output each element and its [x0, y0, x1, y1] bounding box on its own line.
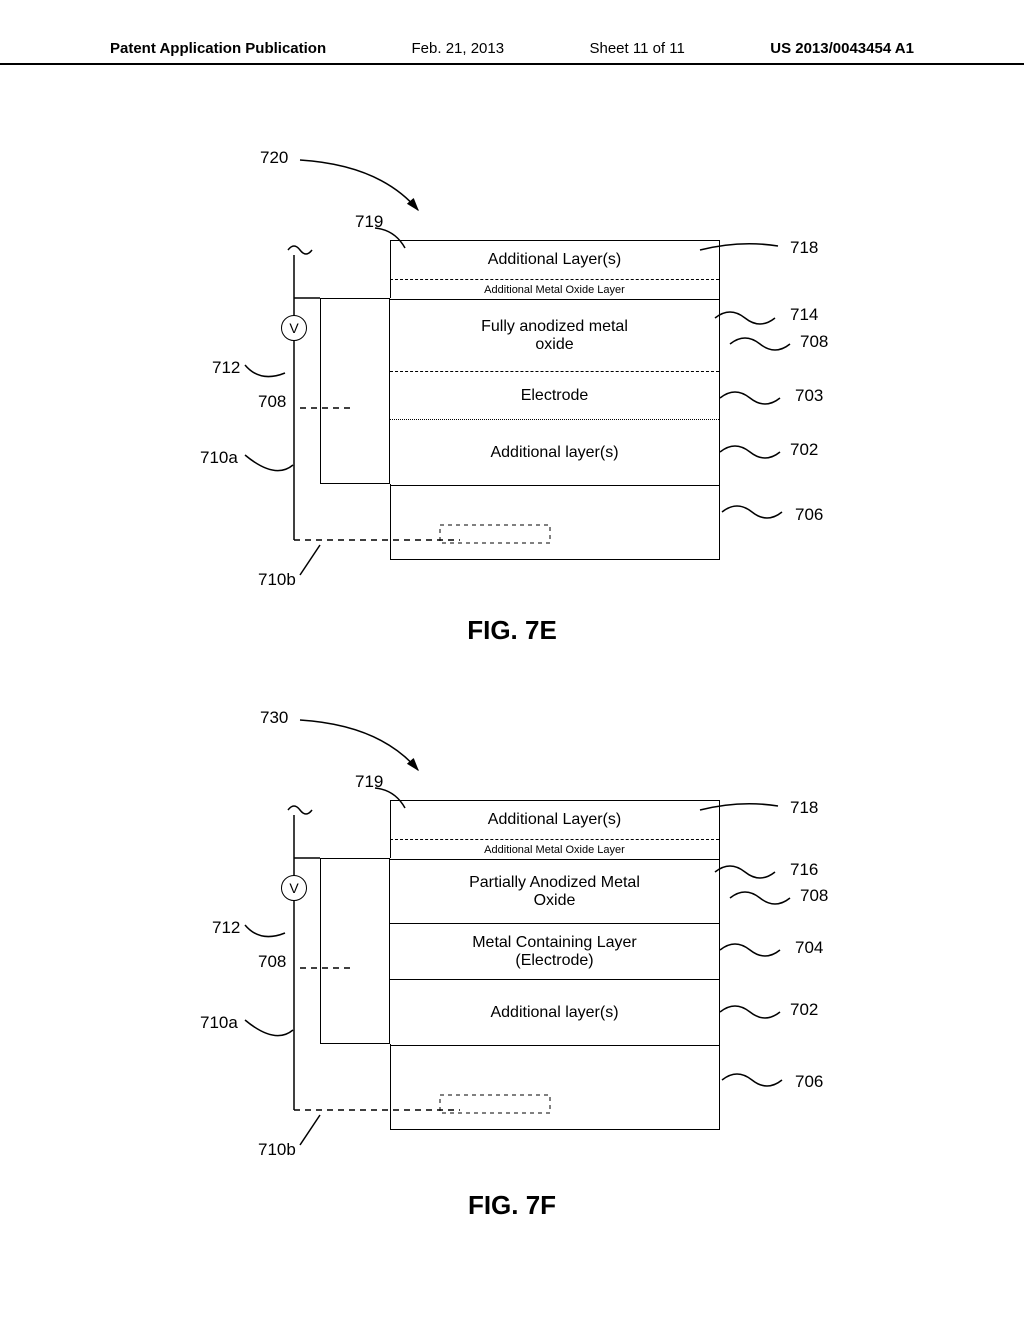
ref-702: 702: [790, 1000, 818, 1020]
fig7f-left-narrow: [320, 858, 390, 1044]
fig7e-left-narrow: [320, 298, 390, 484]
ref-710a: 710a: [200, 448, 238, 468]
layer-additional-bottom: Additional layer(s): [390, 979, 719, 1045]
layer-label: Additional Layer(s): [488, 811, 621, 829]
layer-additional-bottom: Additional layer(s): [390, 419, 719, 485]
sheet-number: Sheet 11 of 11: [589, 40, 684, 57]
layer-label: Partially Anodized Metal Oxide: [469, 874, 640, 910]
ref-704: 704: [795, 938, 823, 958]
layer-label: Additional layer(s): [490, 1004, 618, 1022]
patent-header: Patent Application Publication Feb. 21, …: [0, 40, 1024, 65]
layer-label: Additional Metal Oxide Layer: [484, 844, 625, 856]
layer-additional-metal-oxide: Additional Metal Oxide Layer: [390, 839, 719, 859]
voltage-source-icon: V: [281, 875, 307, 901]
fig7f-stack-leftborder2: [390, 1044, 391, 1130]
ref-703: 703: [795, 386, 823, 406]
v-symbol: V: [289, 880, 298, 896]
layer-label: Metal Containing Layer (Electrode): [472, 934, 637, 970]
fig7e-title: FIG. 7E: [467, 615, 557, 646]
ref-708-left: 708: [258, 392, 286, 412]
layer-label: Fully anodized metal oxide: [481, 318, 628, 354]
figure-7f: Additional Layer(s) Additional Metal Oxi…: [0, 700, 1024, 1260]
layer-substrate: [390, 485, 719, 561]
ref-716: 716: [790, 860, 818, 880]
layer-fully-anodized: Fully anodized metal oxide: [390, 299, 719, 371]
layer-additional-metal-oxide: Additional Metal Oxide Layer: [390, 279, 719, 299]
figure-7e: Additional Layer(s) Additional Metal Oxi…: [0, 140, 1024, 680]
ref-706: 706: [795, 505, 823, 525]
layer-label: Electrode: [521, 387, 589, 405]
ref-719: 719: [355, 212, 383, 232]
ref-710a: 710a: [200, 1013, 238, 1033]
fig7e-stack-leftborder2: [390, 484, 391, 560]
fig7f-stack-leftborder: [390, 800, 391, 858]
ref-702: 702: [790, 440, 818, 460]
layer-label: Additional layer(s): [490, 444, 618, 462]
ref-714: 714: [790, 305, 818, 325]
ref-712: 712: [212, 918, 240, 938]
layer-metal-containing: Metal Containing Layer (Electrode): [390, 923, 719, 979]
fig7e-stack-leftborder: [390, 240, 391, 298]
ref-712: 712: [212, 358, 240, 378]
layer-substrate: [390, 1045, 719, 1131]
voltage-source-icon: V: [281, 315, 307, 341]
fig7f-title: FIG. 7F: [468, 1190, 556, 1221]
ref-708-right: 708: [800, 332, 828, 352]
ref-718: 718: [790, 798, 818, 818]
ref-710b: 710b: [258, 1140, 296, 1160]
v-symbol: V: [289, 320, 298, 336]
layer-additional-top: Additional Layer(s): [390, 241, 719, 279]
ref-720: 720: [260, 148, 288, 168]
ref-718: 718: [790, 238, 818, 258]
fig7e-stack: Additional Layer(s) Additional Metal Oxi…: [390, 240, 720, 560]
layer-label: Additional Metal Oxide Layer: [484, 284, 625, 296]
layer-label: Additional Layer(s): [488, 251, 621, 269]
ref-710b: 710b: [258, 570, 296, 590]
ref-708-right: 708: [800, 886, 828, 906]
layer-partially-anodized: Partially Anodized Metal Oxide: [390, 859, 719, 923]
ref-706: 706: [795, 1072, 823, 1092]
publication-number: US 2013/0043454 A1: [770, 40, 914, 57]
ref-708-left: 708: [258, 952, 286, 972]
publication-date: Feb. 21, 2013: [412, 40, 505, 57]
layer-electrode: Electrode: [390, 371, 719, 419]
ref-719: 719: [355, 772, 383, 792]
publication-label: Patent Application Publication: [110, 40, 326, 57]
ref-730: 730: [260, 708, 288, 728]
layer-additional-top: Additional Layer(s): [390, 801, 719, 839]
fig7f-stack: Additional Layer(s) Additional Metal Oxi…: [390, 800, 720, 1130]
